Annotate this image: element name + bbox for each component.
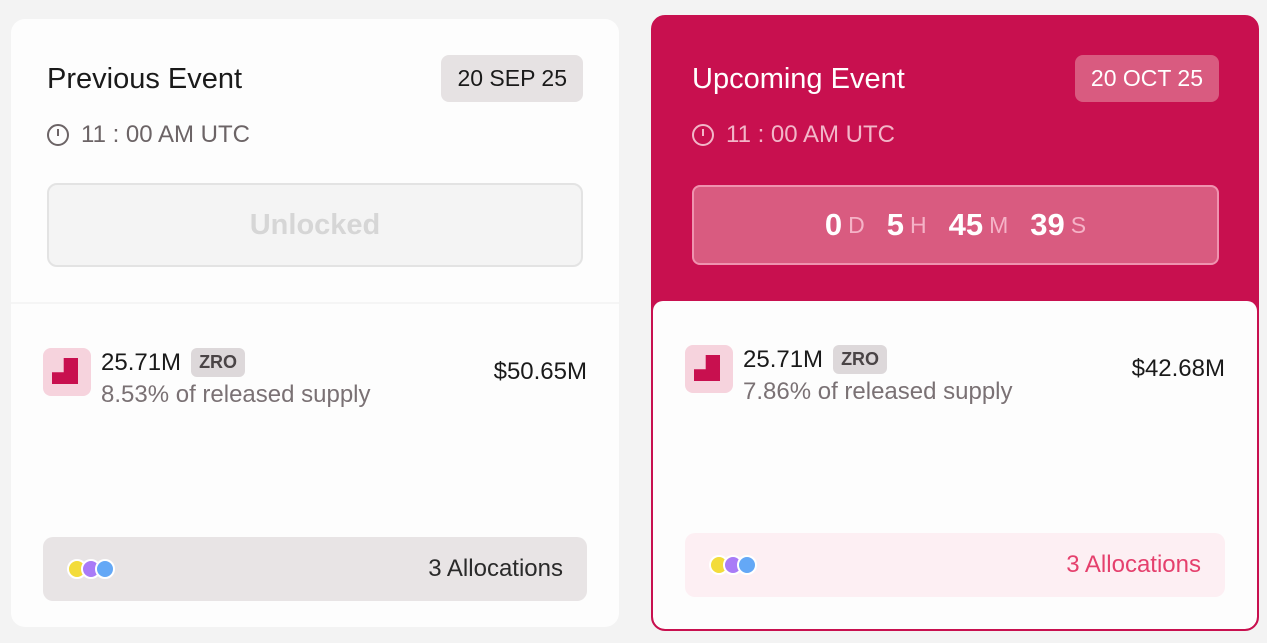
upcoming-event-card: Upcoming Event 20 OCT 25 11 : 00 AM UTC … xyxy=(651,15,1259,631)
allocations-label: 3 Allocations xyxy=(1066,551,1201,578)
days: 0 xyxy=(824,207,843,242)
supply-percent: 7.86% of released supply xyxy=(743,378,1013,405)
allocations-button[interactable]: 3 Allocations xyxy=(43,537,587,601)
seconds-unit: S xyxy=(1070,211,1087,238)
allocation-dots xyxy=(709,555,757,575)
clock-icon xyxy=(47,124,69,146)
hours: 5 xyxy=(886,207,904,242)
time-text: 11 : 00 AM UTC xyxy=(81,121,250,148)
token-symbol: ZRO xyxy=(191,348,246,377)
time-text: 11 : 00 AM UTC xyxy=(726,121,895,148)
previous-event-card: Previous Event 20 SEP 25 11 : 00 AM UTC … xyxy=(11,19,619,627)
clock-icon xyxy=(692,124,714,146)
date-badge: 20 OCT 25 xyxy=(1074,55,1219,102)
allocations-button[interactable]: 3 Allocations xyxy=(685,533,1225,597)
seconds: 39 xyxy=(1030,207,1065,242)
usd-value: $50.65M xyxy=(493,358,587,385)
zro-token-icon xyxy=(43,348,91,396)
days-unit: D xyxy=(848,211,865,238)
date-badge: 20 SEP 25 xyxy=(441,55,583,102)
token-symbol: ZRO xyxy=(833,345,888,374)
event-time: 11 : 00 AM UTC xyxy=(47,121,250,149)
zro-token-icon xyxy=(685,345,733,393)
supply-percent: 8.53% of released supply xyxy=(101,381,371,408)
allocation-dots xyxy=(67,559,115,579)
token-amount: 25.71M xyxy=(101,348,182,376)
unlocked-status: Unlocked xyxy=(47,183,583,267)
token-amount: 25.71M xyxy=(743,345,824,373)
hours-unit: H xyxy=(910,211,927,238)
minutes: 45 xyxy=(948,207,984,242)
usd-value: $42.68M xyxy=(1131,355,1225,382)
token-info: 25.71M ZRO 8.53% of released supply xyxy=(43,348,371,409)
card-title: Previous Event xyxy=(47,63,243,95)
card-title: Upcoming Event xyxy=(692,63,905,95)
event-time: 11 : 00 AM UTC xyxy=(692,121,895,149)
allocations-label: 3 Allocations xyxy=(428,555,563,582)
minutes-unit: M xyxy=(989,211,1009,238)
token-info: 25.71M ZRO 7.86% of released supply xyxy=(685,345,1013,406)
